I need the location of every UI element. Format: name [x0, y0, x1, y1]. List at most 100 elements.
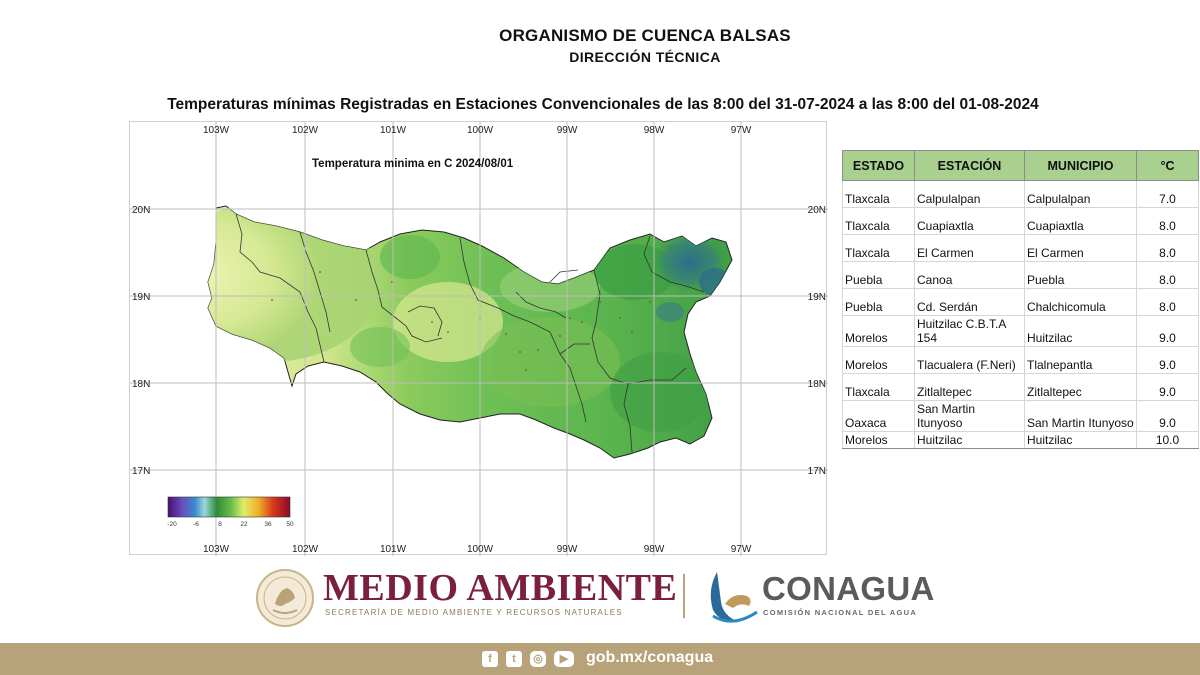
cell-estado: Tlaxcala	[842, 373, 915, 401]
table-row: Morelos Tlacualera (F.Neri) Tlalnepantla…	[842, 346, 1199, 374]
lon-label-top: 103W	[203, 125, 230, 136]
cell-estacion: Tlacualera (F.Neri)	[914, 346, 1025, 374]
cell-estado: Morelos	[842, 346, 915, 374]
lat-label-left: 20N	[132, 205, 150, 216]
temperature-map: 103W 102W 101W 100W 99W 98W 97W 103W 102…	[129, 121, 828, 556]
logo-divider	[683, 574, 685, 618]
colorbar-tick: 8	[218, 521, 222, 528]
cell-estado: Morelos	[842, 431, 915, 449]
table-row: Morelos Huitzilac C.B.T.A 154 Huitzilac …	[842, 315, 1199, 347]
lon-label-top: 99W	[557, 125, 578, 136]
cell-municipio: San Martin Itunyoso	[1024, 400, 1137, 432]
cell-estacion: Huitzilac C.B.T.A 154	[914, 315, 1025, 347]
organism-title: ORGANISMO DE CUENCA BALSAS	[499, 26, 791, 45]
cell-estado: Puebla	[842, 288, 915, 316]
colorbar-tick: 22	[240, 521, 248, 528]
cell-estado: Tlaxcala	[842, 207, 915, 235]
lon-label-bottom: 100W	[467, 544, 494, 555]
cell-temp: 9.0	[1136, 346, 1199, 374]
lon-label-bottom: 102W	[292, 544, 319, 555]
lat-label-right: 19N	[808, 292, 826, 303]
cell-municipio: Calpulalpan	[1024, 180, 1137, 208]
cell-temp: 8.0	[1136, 288, 1199, 316]
table-row: Morelos Huitzilac Huitzilac 10.0	[842, 431, 1199, 449]
cell-temp: 10.0	[1136, 431, 1199, 449]
cell-municipio: Puebla	[1024, 261, 1137, 289]
cell-temp: 8.0	[1136, 234, 1199, 262]
cell-estado: Tlaxcala	[842, 234, 915, 262]
lat-label-left: 18N	[132, 379, 150, 390]
instagram-icon[interactable]: ◎	[530, 651, 546, 667]
cell-estacion: Calpulalpan	[914, 180, 1025, 208]
mexico-coat-of-arms-icon	[256, 569, 314, 627]
table-row: Puebla Cd. Serdán Chalchicomula 8.0	[842, 288, 1199, 316]
graticule	[130, 122, 828, 556]
lon-label-top: 101W	[380, 125, 407, 136]
colorbar-tick: -6	[193, 521, 199, 528]
header-estado: ESTADO	[842, 150, 915, 181]
cell-estacion: Zitlaltepec	[914, 373, 1025, 401]
cell-estacion: San Martin Itunyoso	[914, 400, 1025, 432]
cell-temp: 8.0	[1136, 261, 1199, 289]
lon-label-bottom: 98W	[644, 544, 665, 555]
conagua-logo-text: CONAGUA	[762, 570, 935, 607]
cell-estado: Oaxaca	[842, 400, 915, 432]
lon-label-top: 100W	[467, 125, 494, 136]
cell-temp: 8.0	[1136, 207, 1199, 235]
cell-municipio: Zitlaltepec	[1024, 373, 1137, 401]
lon-label-bottom: 101W	[380, 544, 407, 555]
table-row: Oaxaca San Martin Itunyoso San Martin It…	[842, 400, 1199, 432]
table-row: Tlaxcala Zitlaltepec Zitlaltepec 9.0	[842, 373, 1199, 401]
table-row: Tlaxcala El Carmen El Carmen 8.0	[842, 234, 1199, 262]
direction-subtitle: DIRECCIÓN TÉCNICA	[569, 49, 721, 65]
table-row: Tlaxcala Cuapiaxtla Cuapiaxtla 8.0	[842, 207, 1199, 235]
lon-label-top: 97W	[731, 125, 752, 136]
logo-band: MEDIO AMBIENTE SECRETARÍA DE MEDIO AMBIE…	[0, 562, 1200, 642]
youtube-icon[interactable]: ▶	[554, 651, 574, 667]
lon-label-top: 102W	[292, 125, 319, 136]
header-temp: °C	[1136, 150, 1199, 181]
cell-estacion: Canoa	[914, 261, 1025, 289]
lat-label-right: 17N	[808, 466, 826, 477]
cell-municipio: Chalchicomula	[1024, 288, 1137, 316]
colorbar-tick: 36	[264, 521, 272, 528]
table-row: Tlaxcala Calpulalpan Calpulalpan 7.0	[842, 180, 1199, 208]
facebook-icon[interactable]: f	[482, 651, 498, 667]
twitter-icon[interactable]: t	[506, 651, 522, 667]
cell-municipio: Cuapiaxtla	[1024, 207, 1137, 235]
cell-estacion: El Carmen	[914, 234, 1025, 262]
lon-label-top: 98W	[644, 125, 665, 136]
lat-label-left: 17N	[132, 466, 150, 477]
report-title: Temperaturas mínimas Registradas en Esta…	[167, 96, 1039, 113]
cell-estacion: Cd. Serdán	[914, 288, 1025, 316]
lat-label-right: 20N	[808, 205, 826, 216]
colorbar-gradient	[167, 496, 291, 518]
temperature-table: ESTADO ESTACIÓN MUNICIPIO °C Tlaxcala Ca…	[842, 150, 1199, 449]
header-estacion: ESTACIÓN	[914, 150, 1025, 181]
footer-bar: f t ◎ ▶ gob.mx/conagua	[0, 643, 1200, 675]
cell-municipio: Tlalnepantla	[1024, 346, 1137, 374]
cell-estado: Morelos	[842, 315, 915, 347]
lon-label-bottom: 97W	[731, 544, 752, 555]
colorbar-tick: 50	[286, 521, 294, 528]
cell-temp: 9.0	[1136, 400, 1199, 432]
footer-url-link[interactable]: gob.mx/conagua	[586, 649, 714, 666]
cell-temp: 9.0	[1136, 315, 1199, 347]
cell-municipio: Huitzilac	[1024, 431, 1137, 449]
lon-label-bottom: 99W	[557, 544, 578, 555]
colorbar: -20 -6 8 22 36 50	[167, 496, 294, 528]
station-markers	[271, 271, 651, 371]
lon-label-bottom: 103W	[203, 544, 230, 555]
cell-temp: 7.0	[1136, 180, 1199, 208]
cell-estado: Tlaxcala	[842, 180, 915, 208]
medio-ambiente-subtitle: SECRETARÍA DE MEDIO AMBIENTE Y RECURSOS …	[325, 608, 623, 617]
cell-estacion: Cuapiaxtla	[914, 207, 1025, 235]
map-caption: Temperatura minima en C 2024/08/01	[312, 158, 514, 170]
header-municipio: MUNICIPIO	[1024, 150, 1137, 181]
map-canvas: 103W 102W 101W 100W 99W 98W 97W 103W 102…	[130, 122, 828, 556]
conagua-wave-icon	[710, 572, 758, 623]
lat-label-left: 19N	[132, 292, 150, 303]
medio-ambiente-logo-text: MEDIO AMBIENTE	[323, 567, 678, 609]
table-header-row: ESTADO ESTACIÓN MUNICIPIO °C	[842, 150, 1199, 181]
cell-municipio: El Carmen	[1024, 234, 1137, 262]
